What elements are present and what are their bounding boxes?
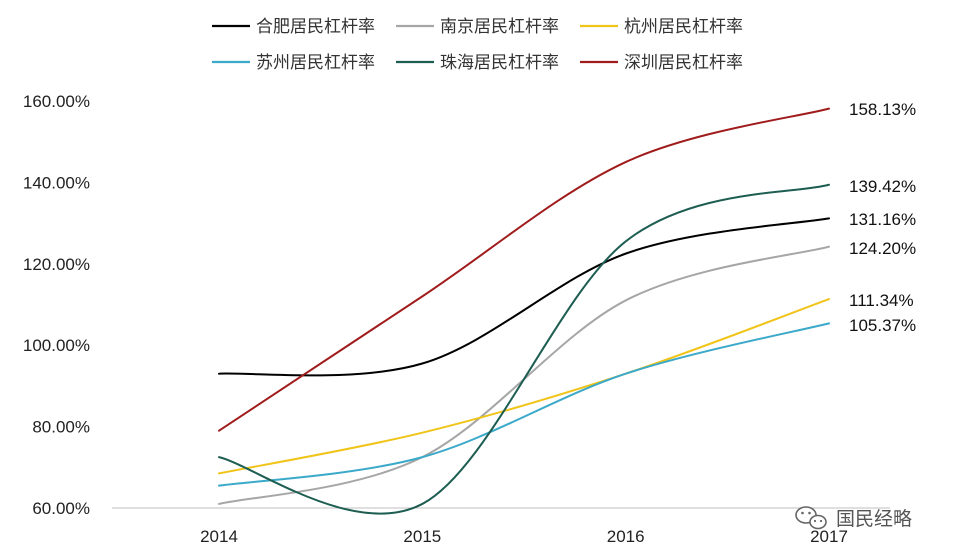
legend-item-3: 苏州居民杠杆率 bbox=[212, 53, 375, 73]
y-tick-label: 100.00% bbox=[23, 336, 90, 355]
series-line-0 bbox=[218, 217, 830, 377]
end-label-4: 139.42% bbox=[849, 177, 916, 196]
end-label-5: 158.13% bbox=[849, 100, 916, 119]
series-lines bbox=[218, 107, 830, 515]
legend-label: 杭州居民杠杆率 bbox=[624, 17, 743, 37]
legend-label: 珠海居民杠杆率 bbox=[440, 53, 559, 73]
x-tick-label: 2014 bbox=[200, 527, 238, 546]
legend-label: 深圳居民杠杆率 bbox=[624, 53, 743, 73]
end-labels: 131.16% 124.20% 111.34% 105.37% 139.42% 158.1… bbox=[849, 100, 916, 335]
series-line-3 bbox=[218, 322, 830, 487]
series-line-2 bbox=[218, 298, 830, 475]
watermark: 国民经略 bbox=[795, 506, 912, 530]
end-label-2: 111.34% bbox=[849, 291, 914, 310]
legend-item-2: 杭州居民杠杆率 bbox=[580, 17, 743, 37]
y-tick-label: 140.00% bbox=[23, 173, 90, 192]
y-tick-label: 80.00% bbox=[32, 418, 90, 437]
legend-label: 南京居民杠杆率 bbox=[440, 17, 559, 37]
wechat-icon bbox=[795, 506, 827, 530]
y-tick-label: 60.00% bbox=[32, 499, 90, 518]
x-tick-label: 2016 bbox=[607, 527, 645, 546]
end-label-0: 131.16% bbox=[849, 210, 916, 229]
legend-item-5: 深圳居民杠杆率 bbox=[580, 53, 743, 73]
y-tick-label: 120.00% bbox=[23, 255, 90, 274]
watermark-text: 国民经略 bbox=[836, 508, 912, 530]
series-line-4 bbox=[218, 183, 830, 515]
legend-label: 合肥居民杠杆率 bbox=[256, 17, 375, 37]
x-tick-label: 2015 bbox=[403, 527, 441, 546]
x-tick-label: 2017 bbox=[810, 527, 848, 546]
y-axis: 60.00% 80.00% 100.00% 120.00% 140.00% 160.00% bbox=[23, 92, 90, 518]
end-label-3: 105.37% bbox=[849, 316, 916, 335]
legend-item-0: 合肥居民杠杆率 bbox=[212, 17, 375, 37]
series-line-5 bbox=[218, 107, 830, 432]
legend-item-1: 南京居民杠杆率 bbox=[396, 17, 559, 37]
legend-label: 苏州居民杠杆率 bbox=[256, 53, 375, 73]
x-axis: 2014 2015 2016 2017 bbox=[200, 527, 848, 546]
y-tick-label: 160.00% bbox=[23, 92, 90, 111]
end-label-1: 124.20% bbox=[849, 239, 916, 258]
legend-item-4: 珠海居民杠杆率 bbox=[396, 53, 559, 73]
